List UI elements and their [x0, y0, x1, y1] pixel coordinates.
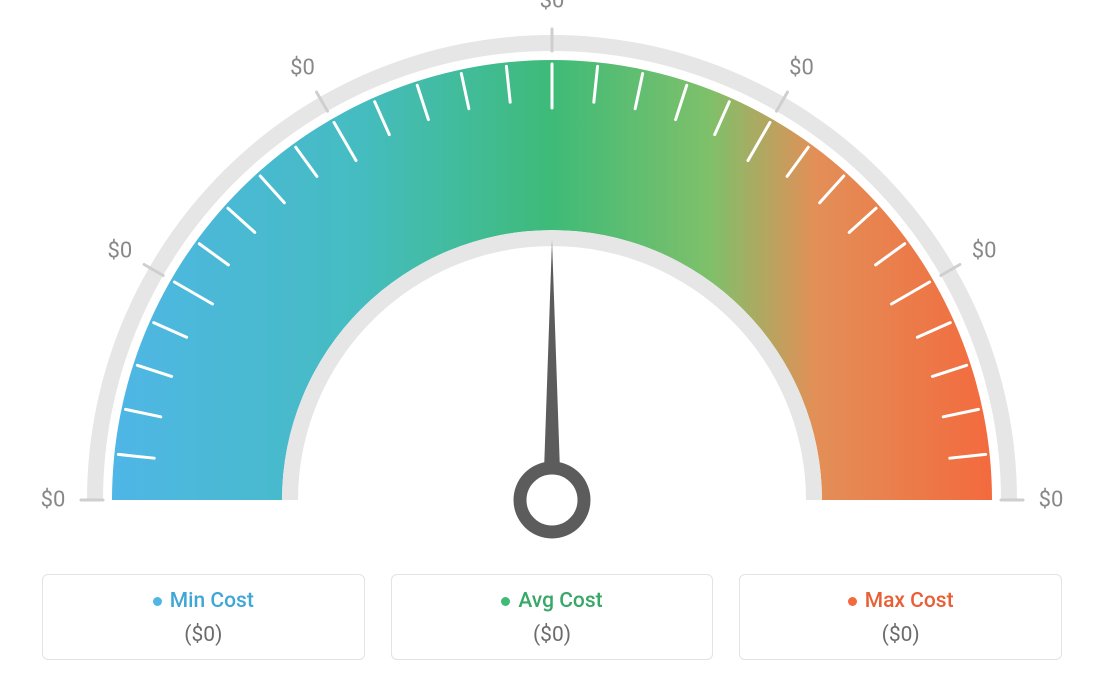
gauge-tick-label: $0 — [540, 0, 565, 14]
legend-dot-icon — [848, 597, 857, 606]
legend-title: Avg Cost — [518, 589, 602, 613]
legend-dot-icon — [153, 597, 162, 606]
legend-title: Min Cost — [170, 589, 254, 613]
gauge-tick-label: $0 — [972, 238, 997, 263]
legend-value: ($0) — [882, 623, 920, 647]
gauge-tick-label: $0 — [1039, 488, 1064, 513]
legend-dot-icon — [501, 597, 510, 606]
legend-card-min: Min Cost ($0) — [42, 574, 365, 660]
legend-title-row: Max Cost — [848, 589, 954, 613]
legend-title-row: Min Cost — [153, 589, 254, 613]
legend-card-max: Max Cost ($0) — [739, 574, 1062, 660]
gauge-tick-label: $0 — [107, 238, 132, 263]
gauge-tick-label: $0 — [41, 488, 66, 513]
legend-row: Min Cost ($0) Avg Cost ($0) Max Cost ($0) — [0, 574, 1104, 660]
gauge-tick-label: $0 — [290, 55, 315, 80]
gauge-svg — [0, 0, 1104, 570]
legend-card-avg: Avg Cost ($0) — [391, 574, 714, 660]
gauge-tick-label: $0 — [789, 55, 814, 80]
legend-value: ($0) — [184, 623, 222, 647]
gauge-chart: $0 $0 $0 $0 $0 $0 $0 — [0, 0, 1104, 570]
legend-value: ($0) — [533, 623, 571, 647]
legend-title: Max Cost — [865, 589, 954, 613]
legend-title-row: Avg Cost — [501, 589, 602, 613]
